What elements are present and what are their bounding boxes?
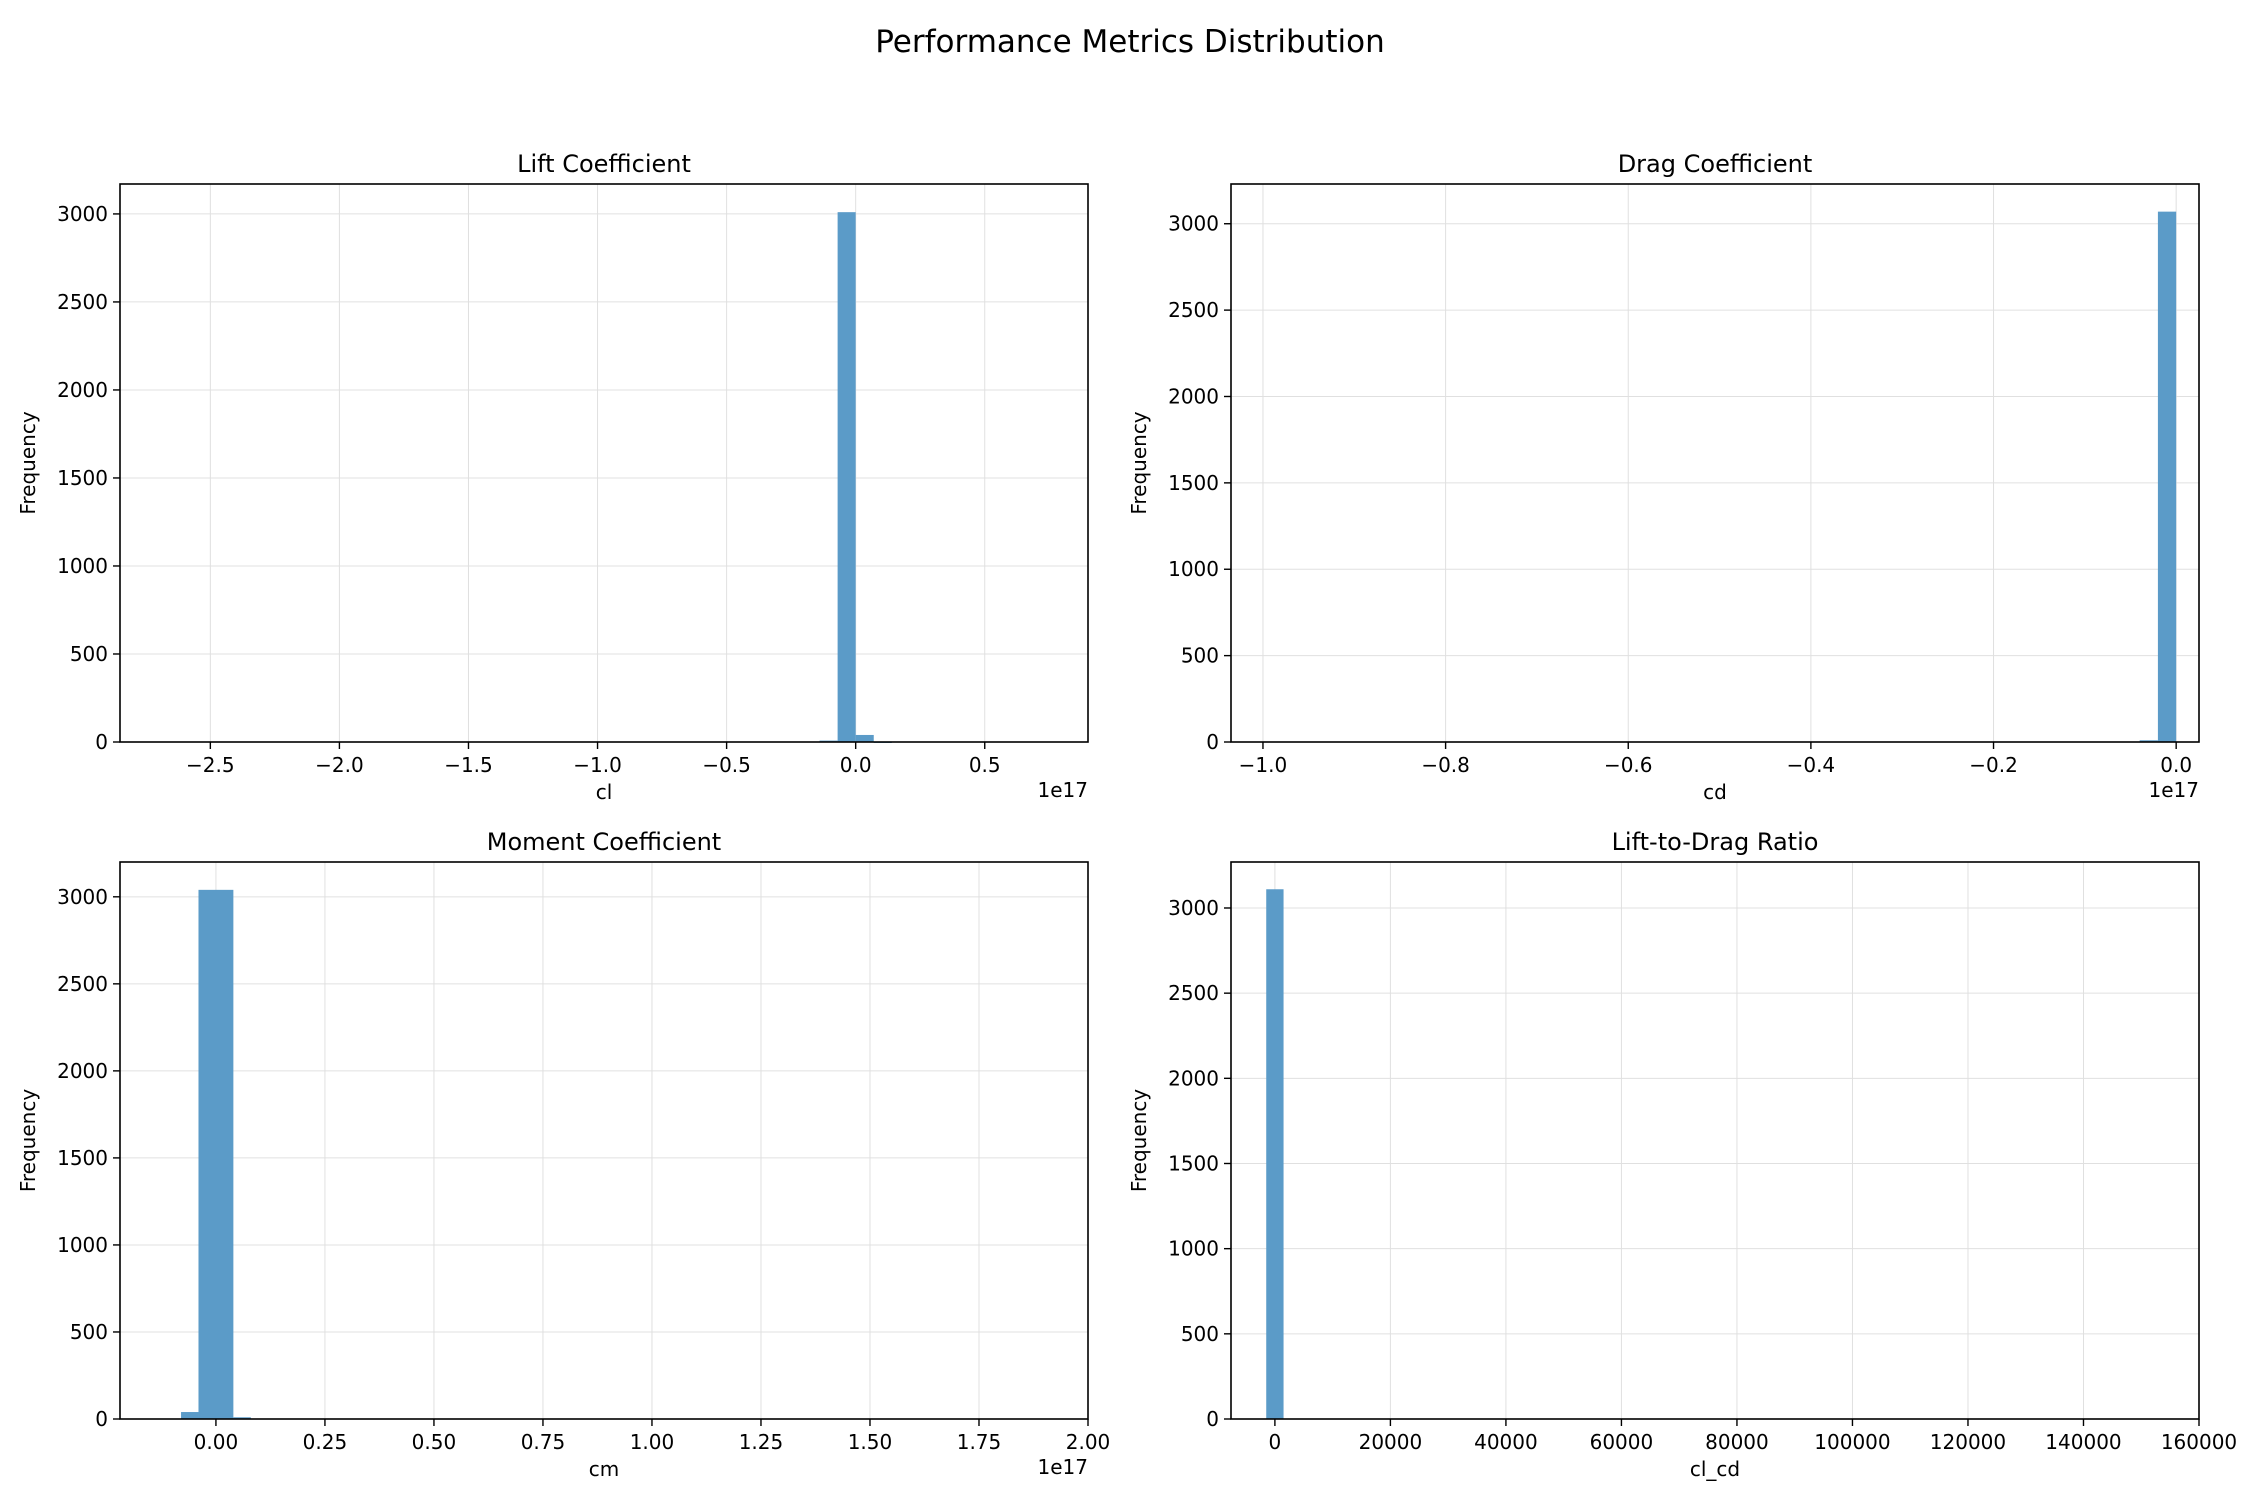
x-tick-label: 0.0: [840, 753, 872, 777]
plot-frame: [119, 183, 1089, 743]
y-axis-label: Frequency: [1127, 1089, 1151, 1192]
x-tick-label: 140000: [2045, 1430, 2121, 1454]
x-tick-label: 0.0: [2160, 753, 2192, 777]
x-tick-label: −0.2: [1969, 753, 2018, 777]
histogram-bar-2: [198, 889, 234, 1419]
x-tick-label: −2.5: [186, 753, 235, 777]
x-tick-label: −1.0: [573, 753, 622, 777]
y-tick-label: 1500: [1168, 471, 1219, 495]
y-tick-label: 2000: [57, 1059, 108, 1083]
y-axis-label: Frequency: [1127, 411, 1151, 514]
y-tick-label: 500: [70, 642, 108, 666]
y-axis-label: Frequency: [16, 1089, 40, 1192]
histogram-bar-1: [1266, 889, 1284, 1419]
y-tick-label: 3000: [57, 885, 108, 909]
y-tick-label: 500: [1181, 644, 1219, 668]
x-tick-label: 60000: [1590, 1430, 1654, 1454]
y-tick-label: 2500: [1168, 298, 1219, 322]
histogram-bar-3: [233, 1417, 251, 1419]
x-axis-label: cl_cd: [1690, 1457, 1740, 1481]
subplot-3: 0.00 0.25 0.50 0.75 1.00 1.25 1.50 1.75 2.00 0 500…: [16, 828, 1110, 1481]
histogram-bar-2: [2157, 211, 2177, 742]
x-axis-label: cm: [589, 1457, 619, 1481]
y-tick-label: 0: [1206, 1407, 1219, 1431]
subplot-title: Moment Coefficient: [487, 828, 721, 856]
x-axis-label: cd: [1703, 780, 1727, 804]
x-tick-label: 100000: [1814, 1430, 1890, 1454]
x-tick-label: 1.75: [957, 1430, 1002, 1454]
x-tick-label: −1.5: [444, 753, 493, 777]
x-axis-label: cl: [596, 780, 613, 804]
histogram-bar-3: [855, 734, 874, 742]
x-tick-label: −0.5: [702, 753, 751, 777]
x-tick-label: 40000: [1474, 1430, 1538, 1454]
y-tick-label: 2500: [57, 290, 108, 314]
subplot-4: 0 20000 40000 60000 80000 100000 120000 140000 1…: [1127, 828, 2237, 1481]
x-tick-label: −1.0: [1239, 753, 1288, 777]
x-tick-label: −0.4: [1787, 753, 1836, 777]
y-tick-label: 2000: [1168, 384, 1219, 408]
y-tick-label: 3000: [1168, 896, 1219, 920]
histogram-bar-1: [181, 1412, 199, 1419]
y-axis-label: Frequency: [16, 411, 40, 514]
plot-frame: [1230, 861, 2200, 1420]
x-tick-label: 20000: [1359, 1430, 1423, 1454]
plot-frame: [119, 861, 1089, 1420]
y-tick-label: 1500: [57, 466, 108, 490]
x-tick-label: 1.00: [630, 1430, 675, 1454]
x-tick-label: −2.0: [315, 753, 364, 777]
y-tick-label: 2000: [57, 378, 108, 402]
y-tick-label: 1000: [1168, 1237, 1219, 1261]
plot-frame: [1230, 183, 2200, 743]
x-tick-label: 0.25: [303, 1430, 348, 1454]
subplot-2: −1.0 −0.8 −0.6 −0.4 −0.2 0.0 0 500 1000 1500 2000 2…: [1127, 150, 2200, 804]
x-tick-label: 160000: [2161, 1430, 2237, 1454]
histogram-bar-1: [2139, 740, 2158, 742]
y-tick-label: 0: [95, 730, 108, 754]
x-tick-label: 0: [1269, 1430, 1282, 1454]
x-tick-label: 0.5: [969, 753, 1001, 777]
y-tick-label: 1500: [57, 1146, 108, 1170]
x-tick-label: 1.50: [848, 1430, 893, 1454]
x-tick-label: 80000: [1705, 1430, 1769, 1454]
y-tick-label: 1000: [57, 554, 108, 578]
y-tick-label: 2500: [1168, 981, 1219, 1005]
subplot-title: Lift Coefficient: [517, 150, 691, 178]
y-tick-label: 3000: [57, 202, 108, 226]
y-tick-label: 500: [1181, 1322, 1219, 1346]
subplot-title: Drag Coefficient: [1618, 150, 1813, 178]
x-tick-label: 120000: [1930, 1430, 2006, 1454]
x-tick-label: 0.50: [412, 1430, 457, 1454]
y-tick-label: 0: [1206, 730, 1219, 754]
y-tick-label: 1000: [1168, 557, 1219, 581]
histogram-bar-2: [837, 212, 856, 742]
axis-offset-text: 1e17: [1038, 778, 1088, 802]
x-tick-label: −0.6: [1604, 753, 1653, 777]
subplot-title: Lift-to-Drag Ratio: [1612, 828, 1819, 856]
x-tick-label: 0.00: [194, 1430, 239, 1454]
y-tick-label: 1000: [57, 1233, 108, 1257]
y-tick-label: 1500: [1168, 1151, 1219, 1175]
axis-offset-text: 1e17: [1038, 1455, 1088, 1479]
x-tick-label: 1.25: [739, 1430, 784, 1454]
subplot-1: −2.5 −2.0 −1.5 −1.0 −0.5 0.0 0.5 0 500 1000 1500 20…: [16, 150, 1089, 804]
axis-offset-text: 1e17: [2149, 778, 2199, 802]
x-tick-label: 0.75: [521, 1430, 566, 1454]
x-tick-label: 2.00: [1066, 1430, 1111, 1454]
x-tick-label: −0.8: [1421, 753, 1470, 777]
y-tick-label: 3000: [1168, 212, 1219, 236]
figure-title: Performance Metrics Distribution: [875, 24, 1385, 60]
y-tick-label: 2000: [1168, 1066, 1219, 1090]
y-tick-label: 2500: [57, 972, 108, 996]
y-tick-label: 500: [70, 1320, 108, 1344]
y-tick-label: 0: [95, 1407, 108, 1431]
